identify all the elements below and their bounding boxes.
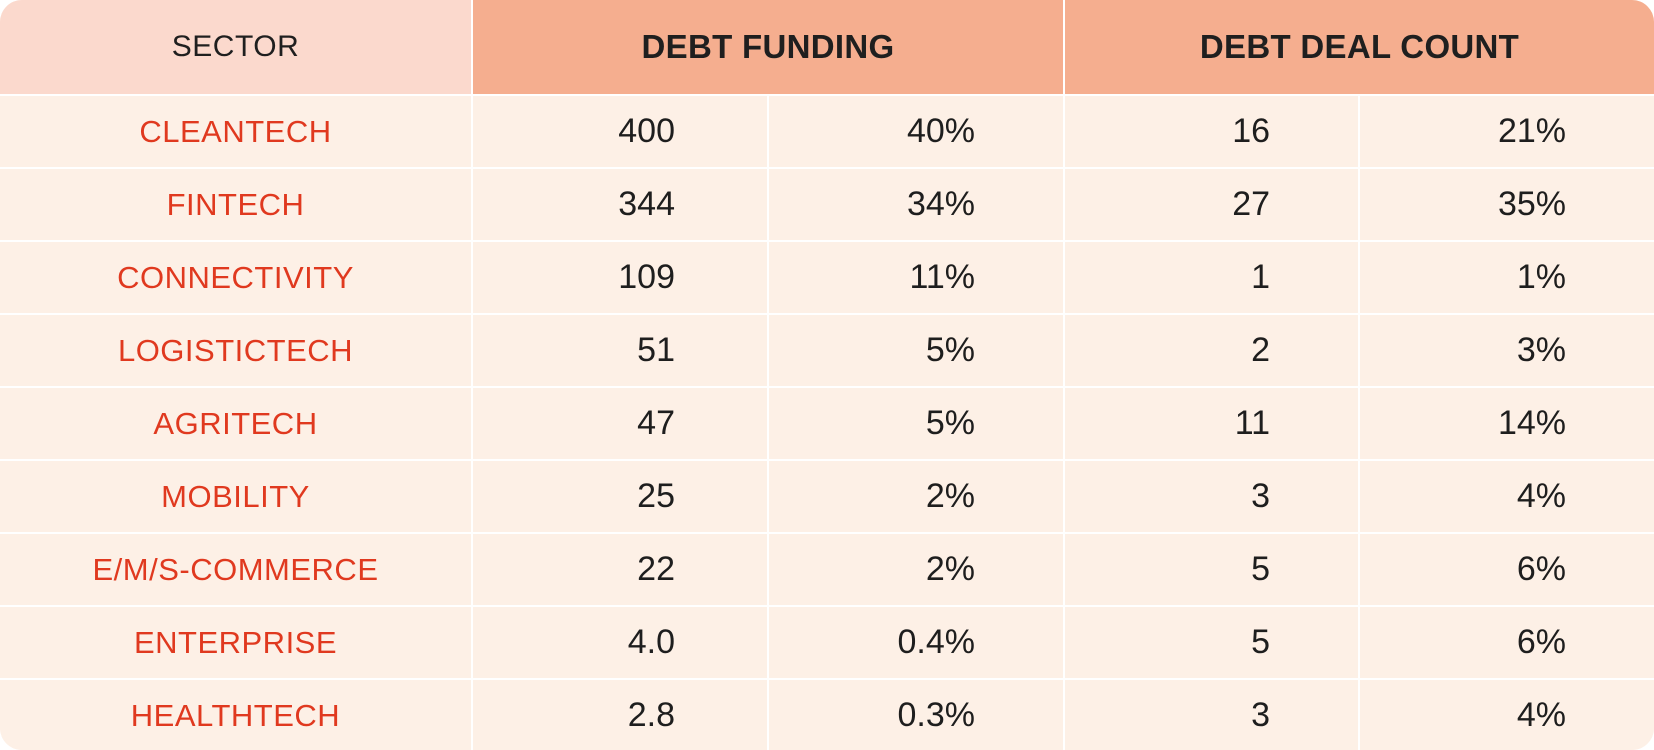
debt-funding-share-cell: 5%	[768, 386, 1066, 460]
table-row: LOGISTICTECH 51 5% 2 3%	[0, 313, 1654, 387]
debt-funding-value-cell: 4.0	[472, 605, 769, 679]
debt-funding-value-cell: 344	[472, 167, 769, 241]
deal-count-value-cell: 2	[1064, 313, 1361, 387]
debt-funding-column-header: DEBT FUNDING	[472, 0, 1066, 95]
deal-count-share-cell: 1%	[1359, 240, 1654, 314]
debt-funding-share-cell: 34%	[768, 167, 1066, 241]
debt-funding-share-cell: 2%	[768, 459, 1066, 533]
debt-funding-value-cell: 51	[472, 313, 769, 387]
debt-funding-value-cell: 2.8	[472, 678, 769, 750]
deal-count-share-cell: 3%	[1359, 313, 1654, 387]
debt-funding-value-cell: 22	[472, 532, 769, 606]
sector-cell: E/M/S-COMMERCE	[0, 532, 473, 606]
sector-column-header: SECTOR	[0, 0, 473, 95]
debt-funding-share-cell: 0.4%	[768, 605, 1066, 679]
debt-deal-count-column-header: DEBT DEAL COUNT	[1064, 0, 1654, 95]
deal-count-share-cell: 35%	[1359, 167, 1654, 241]
debt-funding-share-cell: 0.3%	[768, 678, 1066, 750]
debt-funding-value-cell: 47	[472, 386, 769, 460]
deal-count-share-cell: 21%	[1359, 94, 1654, 168]
table-row: CLEANTECH 400 40% 16 21%	[0, 94, 1654, 168]
deal-count-value-cell: 16	[1064, 94, 1361, 168]
sector-cell: CONNECTIVITY	[0, 240, 473, 314]
debt-funding-share-cell: 2%	[768, 532, 1066, 606]
debt-funding-value-cell: 25	[472, 459, 769, 533]
deal-count-share-cell: 14%	[1359, 386, 1654, 460]
table-row: FINTECH 344 34% 27 35%	[0, 167, 1654, 241]
deal-count-value-cell: 5	[1064, 605, 1361, 679]
deal-count-value-cell: 27	[1064, 167, 1361, 241]
table-row: CONNECTIVITY 109 11% 1 1%	[0, 240, 1654, 314]
deal-count-value-cell: 3	[1064, 459, 1361, 533]
header-row: SECTOR DEBT FUNDING DEBT DEAL COUNT	[0, 0, 1654, 95]
deal-count-share-cell: 6%	[1359, 532, 1654, 606]
table-row: E/M/S-COMMERCE 22 2% 5 6%	[0, 532, 1654, 606]
deal-count-share-cell: 4%	[1359, 678, 1654, 750]
deal-count-share-cell: 4%	[1359, 459, 1654, 533]
table-row: AGRITECH 47 5% 11 14%	[0, 386, 1654, 460]
deal-count-value-cell: 11	[1064, 386, 1361, 460]
table-row: ENTERPRISE 4.0 0.4% 5 6%	[0, 605, 1654, 679]
sector-cell: FINTECH	[0, 167, 473, 241]
sector-cell: HEALTHTECH	[0, 678, 473, 750]
sector-cell: AGRITECH	[0, 386, 473, 460]
deal-count-value-cell: 1	[1064, 240, 1361, 314]
table-row: HEALTHTECH 2.8 0.3% 3 4%	[0, 678, 1654, 750]
sector-cell: CLEANTECH	[0, 94, 473, 168]
deal-count-value-cell: 3	[1064, 678, 1361, 750]
deal-count-share-cell: 6%	[1359, 605, 1654, 679]
sector-cell: ENTERPRISE	[0, 605, 473, 679]
sector-cell: MOBILITY	[0, 459, 473, 533]
debt-funding-share-cell: 11%	[768, 240, 1066, 314]
sector-cell: LOGISTICTECH	[0, 313, 473, 387]
debt-funding-value-cell: 400	[472, 94, 769, 168]
debt-funding-share-cell: 5%	[768, 313, 1066, 387]
deal-count-value-cell: 5	[1064, 532, 1361, 606]
debt-funding-value-cell: 109	[472, 240, 769, 314]
table-row: MOBILITY 25 2% 3 4%	[0, 459, 1654, 533]
debt-funding-share-cell: 40%	[768, 94, 1066, 168]
